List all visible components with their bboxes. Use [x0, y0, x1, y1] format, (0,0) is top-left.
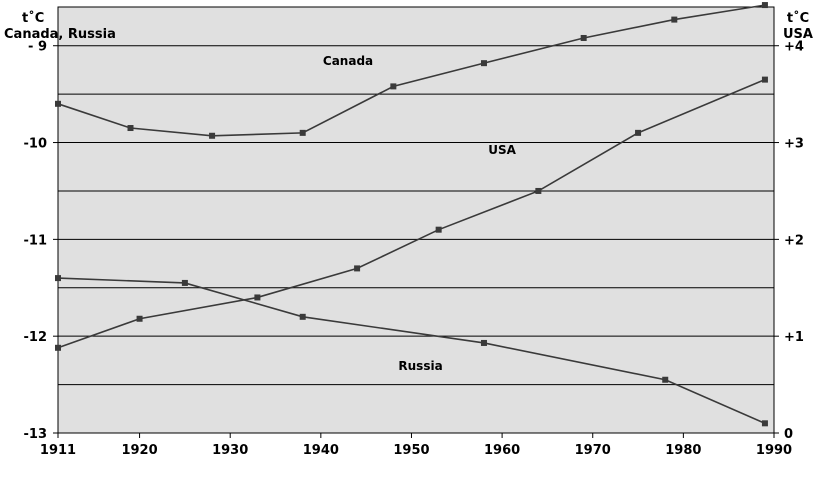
data-point-canada: [580, 34, 587, 41]
x-tick-label: 1990: [756, 443, 792, 458]
data-point-canada: [299, 129, 306, 136]
series-russia: Russia: [55, 275, 768, 427]
x-tick-label: 1920: [121, 443, 157, 458]
data-point-canada: [480, 60, 487, 67]
series-line-usa: [57, 78, 766, 349]
series-label-usa: USA: [488, 143, 516, 157]
data-point-russia: [480, 339, 487, 346]
left-axis-label: Canada, Russia: [4, 27, 116, 42]
right-tick-label: 0: [784, 427, 793, 442]
series-canada: Canada: [55, 2, 768, 139]
data-point-usa: [354, 265, 361, 272]
data-point-canada: [209, 132, 216, 139]
data-point-russia: [55, 275, 61, 282]
data-point-russia: [662, 376, 669, 383]
x-tick-label: 1940: [303, 443, 339, 458]
x-tick-label: 1930: [212, 443, 248, 458]
left-axis-unit: t˚C: [22, 10, 44, 26]
right-tick-label: +2: [784, 233, 804, 248]
series-group: Canada USA Russia: [55, 2, 768, 427]
series-usa: USA: [55, 76, 768, 351]
data-point-usa: [136, 315, 143, 322]
left-tick-label: -10: [24, 137, 48, 152]
data-point-canada: [671, 16, 678, 23]
data-point-russia: [761, 420, 768, 427]
series-label-canada: Canada: [323, 54, 373, 68]
data-point-canada: [127, 125, 134, 132]
series-line-russia: [57, 277, 766, 425]
left-axis-ticks: - 9 -10 -11 -12 -13: [24, 40, 58, 442]
data-point-usa: [435, 226, 442, 233]
right-axis-label: USA: [783, 27, 813, 42]
plot-frame: [57, 6, 775, 434]
data-point-usa: [761, 76, 768, 83]
plot-background: [58, 7, 774, 433]
series-label-russia: Russia: [398, 359, 442, 373]
left-tick-label: -12: [24, 330, 48, 345]
x-tick-label: 1950: [393, 443, 429, 458]
x-tick-label: 1960: [484, 443, 520, 458]
data-point-russia: [299, 313, 306, 320]
right-axis-ticks: +4 +3 +2 +1 0: [774, 40, 804, 442]
data-point-russia: [181, 279, 188, 286]
data-point-usa: [535, 187, 542, 194]
x-axis-ticks: 1911 1920 1930 1940 1950 1960 1970 1980 1990: [40, 433, 792, 458]
data-point-usa: [635, 129, 642, 136]
right-tick-label: +4: [784, 40, 804, 55]
data-point-usa: [254, 294, 261, 301]
right-tick-label: +1: [784, 330, 804, 345]
data-point-usa: [55, 344, 61, 351]
right-tick-label: +3: [784, 137, 804, 152]
x-tick-label: 1911: [40, 443, 76, 458]
left-tick-label: - 9: [28, 40, 47, 55]
x-tick-label: 1970: [575, 443, 611, 458]
x-tick-label: 1980: [665, 443, 701, 458]
left-tick-label: -13: [24, 427, 48, 442]
data-point-canada: [761, 2, 768, 9]
data-point-canada: [390, 83, 397, 90]
right-axis-unit: t˚C: [787, 10, 809, 26]
data-point-canada: [55, 100, 61, 107]
gridlines: [58, 45, 774, 386]
left-tick-label: -11: [24, 233, 48, 248]
